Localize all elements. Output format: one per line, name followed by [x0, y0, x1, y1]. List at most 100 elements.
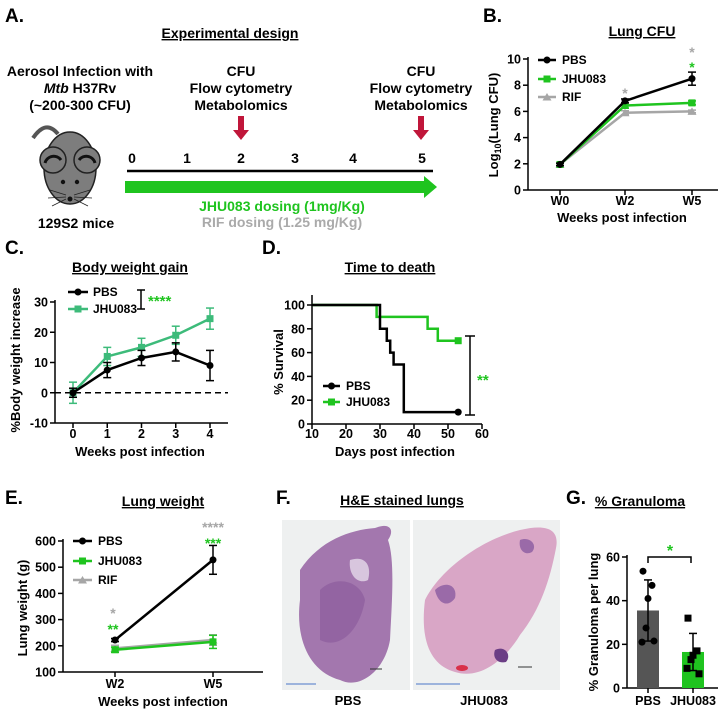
- data-point: [620, 108, 630, 117]
- panel-label-g: G.: [566, 488, 586, 509]
- data-point: [683, 664, 691, 672]
- week-label: 1: [183, 150, 191, 166]
- x-tick-label: 50: [441, 427, 455, 441]
- data-point: [328, 398, 335, 406]
- data-point: [172, 331, 180, 339]
- y-axis-label: Log10(Lung CFU): [486, 73, 503, 178]
- histology-title: H&E stained lungs: [340, 492, 464, 508]
- y-axis-label-part: Log: [486, 153, 501, 177]
- data-point: [138, 354, 145, 362]
- data-point: [684, 614, 692, 622]
- legend-label: PBS: [346, 379, 371, 393]
- y-tick-label: 40: [606, 594, 620, 608]
- y-tick-label: 400: [35, 587, 56, 601]
- week-label: 3: [291, 150, 299, 166]
- data-point: [454, 408, 462, 416]
- x-tick-label: PBS: [635, 694, 661, 708]
- x-tick-label: 40: [407, 427, 421, 441]
- mouse-strain-label: 129S2 mice: [38, 215, 114, 231]
- y-tick-label: 10: [507, 53, 521, 67]
- y-tick-label: 60: [291, 346, 305, 360]
- experimental-design: Experimental design Aerosol Infection wi…: [7, 25, 473, 231]
- data-point: [556, 160, 564, 168]
- x-tick-label: 4: [207, 427, 214, 441]
- data-point: [689, 651, 697, 659]
- chart-title: Time to death: [345, 259, 436, 275]
- significance-stars: ****: [202, 519, 224, 535]
- chart-title: % Granuloma: [595, 493, 685, 509]
- panel-label-c: C.: [5, 238, 24, 259]
- data-point: [650, 637, 658, 645]
- data-point: [172, 348, 180, 356]
- week-label: 4: [349, 150, 357, 166]
- data-point: [688, 99, 696, 107]
- y-axis-label-part: (Lung CFU): [486, 73, 501, 144]
- histology-panel: H&E stained lungs PBS JHU083: [282, 492, 560, 708]
- data-point: [69, 389, 77, 397]
- x-tick-label: 3: [172, 427, 179, 441]
- y-tick-label: 500: [35, 561, 56, 575]
- survival-chart: Time to death 0 20 40 60 80 100 10 20 30 40 50 60 Day…: [271, 259, 489, 459]
- data-point: [78, 576, 87, 584]
- data-point: [543, 75, 551, 83]
- infection-text: Aerosol Infection with: [7, 63, 153, 79]
- y-tick-label: 10: [34, 356, 48, 370]
- y-axis-label-part: 10: [493, 143, 503, 153]
- survival-curve: [312, 303, 459, 414]
- legend-label: RIF: [562, 90, 581, 104]
- down-arrow-icon: [233, 116, 249, 140]
- strain-name: H37Rv: [69, 80, 117, 96]
- chart-title: Lung CFU: [609, 23, 676, 39]
- timepoint-metabolomics: Metabolomics: [194, 97, 288, 113]
- data-point: [79, 537, 86, 545]
- significance-stars: *: [667, 543, 674, 560]
- x-tick-label: 10: [305, 427, 319, 441]
- x-tick-label: 1: [104, 427, 111, 441]
- legend-item: RIF: [73, 573, 117, 587]
- y-axis-label: Lung weight (g): [15, 560, 30, 657]
- x-tick-label: JHU083: [670, 694, 716, 708]
- data-point: [642, 624, 650, 632]
- y-axis-label: % Granuloma per lung: [586, 553, 601, 692]
- series-jhu083: [312, 303, 462, 345]
- timepoint-flow: Flow cytometry: [370, 80, 473, 96]
- x-tick-label: W0: [551, 194, 570, 208]
- y-tick-label: 0: [514, 184, 521, 198]
- significance-bracket: [137, 289, 145, 310]
- series-pbs: [556, 71, 696, 168]
- data-point: [74, 305, 82, 313]
- jhu-dosing-label: JHU083 dosing (1mg/Kg): [199, 198, 365, 214]
- significance-stars: *: [689, 59, 695, 75]
- x-tick-label: 0: [70, 427, 77, 441]
- data-point: [454, 337, 462, 345]
- timepoint-metabolomics: Metabolomics: [374, 97, 468, 113]
- lung-cfu-chart: Lung CFU 0 2 4 6 8 10 W0 W2 W5 Weeks post infectio…: [486, 23, 718, 225]
- histology-image-jhu083: [413, 520, 560, 690]
- data-point: [206, 315, 214, 323]
- y-tick-label: 0: [41, 386, 48, 400]
- series-line: [114, 638, 214, 650]
- series-pbs: [312, 303, 462, 416]
- y-tick-label: 30: [34, 296, 48, 310]
- granuloma-chart: % Granuloma 0 20 40 60 PBS JHU083 % Granuloma p…: [586, 493, 718, 708]
- data-point: [638, 638, 646, 646]
- timepoint-cfu: CFU: [407, 63, 436, 79]
- data-point: [687, 107, 697, 115]
- legend-item: JHU083: [323, 395, 390, 409]
- y-axis-label: % Survival: [271, 329, 286, 395]
- series-rif: [555, 107, 697, 168]
- x-tick-label: W2: [106, 677, 125, 691]
- data-point: [543, 56, 551, 64]
- significance-stars: *: [622, 85, 628, 101]
- x-tick-label: 60: [475, 427, 489, 441]
- data-point: [688, 75, 696, 83]
- x-tick-label: W2: [616, 194, 635, 208]
- y-axis-label: %Body weight increase: [8, 287, 23, 432]
- bar-pbs: [637, 610, 659, 688]
- lung-weight-chart: Lung weight 100 200 300 400 500 600 W2 W5 Weeks p…: [15, 493, 263, 709]
- histology-label-jhu083: JHU083: [460, 693, 508, 708]
- significance-stars: **: [477, 372, 489, 389]
- strain-text: Mtb H37Rv: [44, 80, 117, 96]
